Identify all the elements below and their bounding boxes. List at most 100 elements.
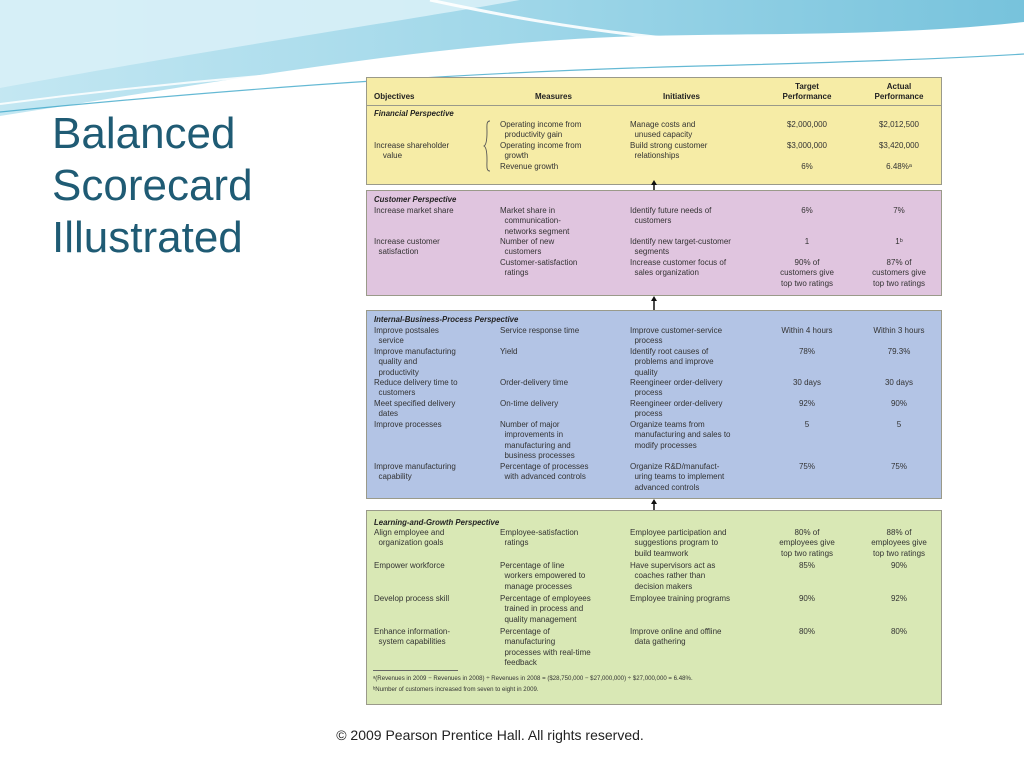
header-measures: Measures	[535, 92, 572, 101]
customer-perspective-panel: Customer Perspective Increase market sha…	[366, 190, 942, 296]
customer-target-1: 6%	[801, 206, 813, 215]
internal-initiative-6: Organize R&D/manufact- uring teams to im…	[630, 462, 725, 492]
learning-target-2: 85%	[798, 561, 815, 570]
learning-measure-1: Employee-satisfaction ratings	[500, 528, 579, 548]
column-header-row: Objectives Measures Initiatives Target P…	[367, 78, 941, 106]
internal-initiative-3: Reengineer order-delivery process	[630, 378, 723, 398]
internal-actual-2: 79.3%	[887, 347, 911, 356]
arrow-up-icon	[651, 296, 657, 310]
header-actual-performance: Actual Performance	[874, 82, 924, 101]
header-target-performance: Target Performance	[782, 82, 832, 101]
internal-objective-2: Improve manufacturing quality and produc…	[374, 347, 456, 377]
internal-target-5: 5	[804, 420, 810, 429]
internal-target-2: 78%	[798, 347, 815, 356]
internal-measure-3: Order-delivery time	[500, 378, 569, 387]
financial-actual-1: $2,012,500	[878, 120, 920, 129]
financial-target-1: $2,000,000	[786, 120, 828, 129]
internal-measure-1: Service response time	[500, 326, 580, 335]
title-line-1: Balanced	[52, 109, 236, 158]
internal-initiative-2: Identify root causes of problems and imp…	[630, 347, 714, 377]
internal-measure-6: Percentage of processes with advanced co…	[500, 462, 589, 482]
learning-initiative-1: Employee participation and suggestions p…	[630, 528, 727, 558]
footnote-a: ᵃ(Revenues in 2009 − Revenues in 2008) ÷…	[373, 675, 693, 682]
financial-perspective-label: Financial Perspective	[374, 109, 454, 118]
internal-measure-4: On-time delivery	[500, 399, 559, 408]
arrow-up-icon	[651, 499, 657, 510]
customer-actual-1: 7%	[893, 206, 905, 215]
learning-actual-2: 90%	[890, 561, 907, 570]
internal-initiative-4: Reengineer order-delivery process	[630, 399, 723, 419]
learning-measure-3: Percentage of employees trained in proce…	[500, 594, 591, 624]
learning-objective-1: Align employee and organization goals	[374, 528, 445, 548]
copyright-notice: © 2009 Pearson Prentice Hall. All rights…	[336, 727, 644, 743]
internal-actual-3: 30 days	[884, 378, 914, 387]
internal-initiative-1: Improve customer-service process	[630, 326, 723, 346]
customer-measure-1: Market share in communication- networks …	[500, 206, 570, 236]
internal-actual-5: 5	[896, 420, 902, 429]
learning-measure-4: Percentage of manufacturing processes wi…	[500, 627, 591, 667]
financial-measure-2: Operating income from growth	[500, 141, 582, 161]
learning-objective-2: Empower workforce	[374, 561, 445, 570]
financial-objective: Increase shareholder value	[374, 141, 450, 161]
financial-actual-3: 6.48%ᵃ	[886, 162, 912, 171]
financial-measure-3: Revenue growth	[500, 162, 559, 171]
internal-actual-4: 90%	[890, 399, 907, 408]
brace-icon	[483, 120, 491, 172]
title-line-3: Illustrated	[52, 213, 243, 262]
learning-actual-4: 80%	[890, 627, 907, 636]
internal-target-3: 30 days	[792, 378, 822, 387]
internal-target-1: Within 4 hours	[781, 326, 833, 335]
learning-measure-2: Percentage of line workers empowered to …	[500, 561, 586, 591]
financial-target-2: $3,000,000	[786, 141, 828, 150]
financial-initiative-2: Build strong customer relationships	[630, 141, 708, 161]
learning-actual-3: 92%	[890, 594, 907, 603]
internal-business-process-panel: Internal-Business-Process Perspective Im…	[366, 310, 942, 499]
learning-initiative-3: Employee training programs	[630, 594, 731, 603]
header-initiatives: Initiatives	[663, 92, 700, 101]
customer-measure-2: Number of new customers	[500, 237, 555, 257]
learning-objective-3: Develop process skill	[374, 594, 450, 603]
learning-growth-panel: Learning-and-Growth Perspective Align em…	[366, 510, 942, 705]
header-wave-decoration	[0, 0, 1024, 116]
customer-perspective-label: Customer Perspective	[374, 195, 457, 204]
customer-objective-1: Increase market share	[374, 206, 454, 215]
customer-objective-2: Increase customer satisfaction	[374, 237, 440, 257]
learning-target-1: 80% of employees give top two ratings	[779, 528, 835, 558]
internal-objective-5: Improve processes	[374, 420, 442, 429]
learning-target-3: 90%	[798, 594, 815, 603]
internal-objective-1: Improve postsales service	[374, 326, 439, 346]
customer-target-3: 90% of customers give top two ratings	[780, 258, 834, 288]
customer-measure-3: Customer-satisfaction ratings	[500, 258, 578, 278]
learning-initiative-2: Have supervisors act as coaches rather t…	[630, 561, 716, 591]
customer-target-2: 1	[804, 237, 810, 246]
financial-measure-1: Operating income from productivity gain	[500, 120, 582, 140]
header-objectives: Objectives	[374, 92, 415, 101]
footnote-divider	[373, 670, 458, 671]
internal-measure-5: Number of major improvements in manufact…	[500, 420, 575, 460]
learning-objective-4: Enhance information- system capabilities	[374, 627, 451, 647]
learning-perspective-label: Learning-and-Growth Perspective	[374, 518, 500, 527]
customer-actual-2: 1ᵇ	[895, 237, 903, 246]
internal-perspective-label: Internal-Business-Process Perspective	[374, 315, 519, 324]
internal-objective-3: Reduce delivery time to customers	[374, 378, 458, 398]
internal-initiative-5: Organize teams from manufacturing and sa…	[630, 420, 731, 450]
financial-perspective-panel: Objectives Measures Initiatives Target P…	[366, 77, 942, 185]
internal-target-4: 92%	[798, 399, 815, 408]
financial-initiative-1: Manage costs and unused capacity	[630, 120, 696, 140]
learning-actual-1: 88% of employees give top two ratings	[871, 528, 927, 558]
learning-initiative-4: Improve online and offline data gatherin…	[630, 627, 722, 647]
internal-measure-2: Yield	[500, 347, 518, 356]
customer-initiative-1: Identify future needs of customers	[630, 206, 712, 226]
financial-target-3: 6%	[801, 162, 813, 171]
customer-actual-3: 87% of customers give top two ratings	[872, 258, 926, 288]
internal-target-6: 75%	[798, 462, 815, 471]
learning-target-4: 80%	[798, 627, 815, 636]
customer-initiative-2: Identify new target-customer segments	[630, 237, 731, 257]
internal-actual-6: 75%	[890, 462, 907, 471]
internal-objective-6: Improve manufacturing capability	[374, 462, 456, 482]
customer-initiative-3: Increase customer focus of sales organiz…	[630, 258, 727, 278]
internal-objective-4: Meet specified delivery dates	[374, 399, 456, 419]
footnote-b: ᵇNumber of customers increased from seve…	[373, 686, 539, 693]
financial-actual-2: $3,420,000	[878, 141, 920, 150]
slide-title: Balanced Scorecard Illustrated	[52, 108, 352, 264]
